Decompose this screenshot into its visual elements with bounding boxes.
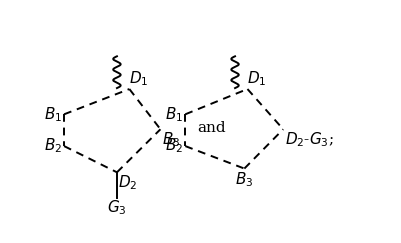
- Text: $B_3$: $B_3$: [235, 170, 253, 189]
- Text: and: and: [197, 121, 226, 135]
- Text: $D_1$: $D_1$: [130, 69, 149, 88]
- Text: $D_2$: $D_2$: [119, 174, 138, 192]
- Text: $B_3$: $B_3$: [162, 130, 180, 148]
- Text: $B_2$: $B_2$: [165, 137, 183, 156]
- Text: $D_2$-$G_3$;: $D_2$-$G_3$;: [285, 130, 334, 148]
- Text: $B_2$: $B_2$: [44, 137, 62, 156]
- Text: $B_1$: $B_1$: [165, 105, 183, 124]
- Text: $B_1$: $B_1$: [44, 105, 62, 124]
- Text: $D_1$: $D_1$: [247, 69, 267, 88]
- Text: $G_3$: $G_3$: [107, 199, 127, 217]
